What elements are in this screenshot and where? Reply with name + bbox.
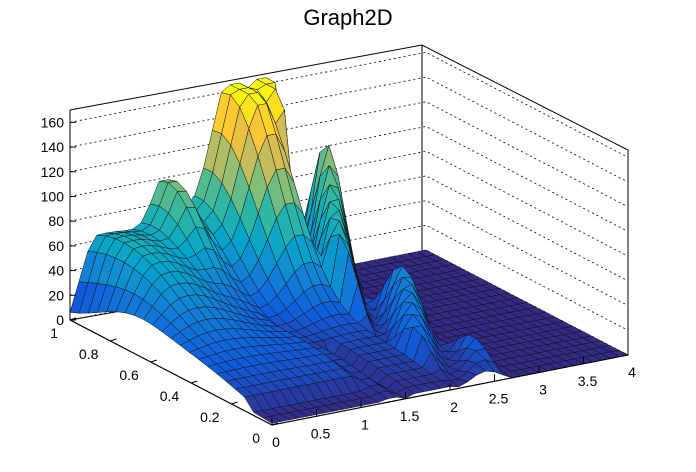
z-tick-label: 140 <box>41 139 65 155</box>
chart-title: Graph2D <box>303 5 392 30</box>
z-axis-ticks: 0 20 40 60 80 100 120 140 160 <box>41 114 76 328</box>
y-tick-mark <box>110 338 117 342</box>
x-axis-ticks: 0 0.5 1 1.5 2 2.5 3 3.5 4 <box>271 348 636 450</box>
x-tick-label: 4 <box>628 364 636 380</box>
x-tick-label: 1.5 <box>400 408 420 424</box>
z-tick-label: 80 <box>48 213 64 229</box>
z-gridline <box>69 126 629 232</box>
y-tick-label: 0.8 <box>79 346 99 362</box>
z-gridline <box>69 76 629 183</box>
z-tick-label: 0 <box>56 312 64 328</box>
y-tick-mark <box>231 401 238 405</box>
y-tick-mark <box>191 380 198 384</box>
y-tick-mark <box>69 317 77 321</box>
x-tick-label: 0 <box>272 434 280 450</box>
y-tick-label: 0.2 <box>200 409 220 425</box>
z-tick-label: 100 <box>41 188 65 204</box>
x-tick-label: 3 <box>539 382 547 398</box>
y-axis-ticks: 0 0.2 0.4 0.6 0.8 1 <box>50 317 279 446</box>
y-axis-line <box>69 319 273 426</box>
y-tick-label: 1 <box>50 325 58 341</box>
x-tick-label: 1 <box>361 417 369 433</box>
x-tick-label: 3.5 <box>578 373 598 389</box>
y-tick-label: 0.4 <box>160 388 180 404</box>
z-tick-label: 60 <box>48 238 64 254</box>
y-tick-label: 0 <box>252 430 260 446</box>
x-tick-label: 2 <box>450 399 458 415</box>
z-gridline <box>69 101 629 208</box>
x-axis-line <box>271 354 629 426</box>
z-tick-label: 20 <box>48 287 64 303</box>
x-tick-label: 2.5 <box>489 390 509 406</box>
surface-mesh <box>69 77 629 424</box>
z-tick-label: 160 <box>41 114 65 130</box>
z-gridline <box>69 51 629 158</box>
y-tick-label: 0.6 <box>119 367 139 383</box>
y-tick-mark <box>150 359 157 363</box>
z-tick-label: 40 <box>48 263 64 279</box>
z-tick-label: 120 <box>41 164 65 180</box>
x-tick-label: 0.5 <box>311 425 331 441</box>
